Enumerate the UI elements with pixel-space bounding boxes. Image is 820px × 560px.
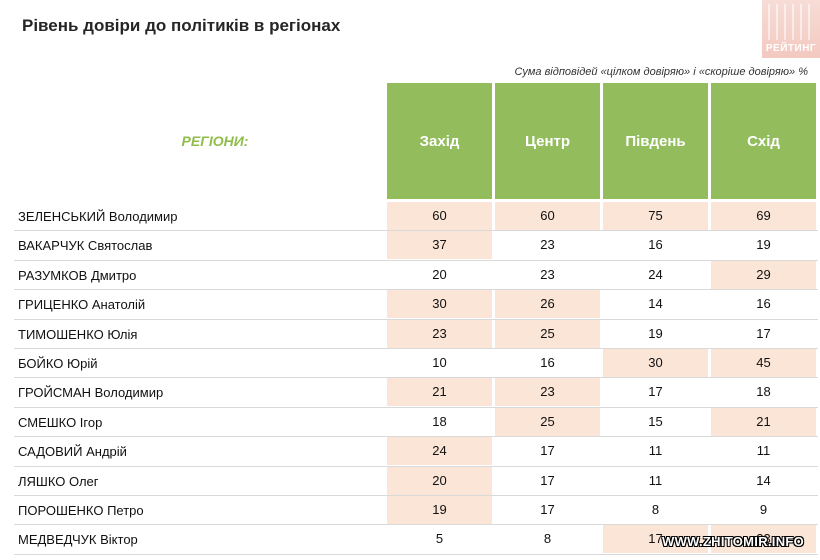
table-cell-east: 18 <box>756 384 771 399</box>
table-cell-east: 19 <box>756 237 771 252</box>
row-divider <box>14 377 818 378</box>
table-subtitle: Сума відповідей «цілком довіряю» і «скор… <box>514 66 808 78</box>
table-cell-center: 23 <box>540 237 555 252</box>
table-cell-east: 23 <box>711 525 816 553</box>
table-cell-west: 10 <box>432 355 447 370</box>
table-cell-east: 17 <box>756 326 771 341</box>
table-cell-east: 9 <box>759 502 768 517</box>
logo-text: РЕЙТИНГ <box>765 43 817 54</box>
regions-header-cell: РЕГІОНИ: <box>14 83 386 199</box>
table-cell-south: 24 <box>648 267 663 282</box>
table-cell-east: 11 <box>756 443 771 458</box>
table-cell-center: 25 <box>495 320 600 348</box>
table-cell-west: 5 <box>435 531 444 546</box>
politician-name: РАЗУМКОВ Дмитро <box>18 268 137 283</box>
politician-name: БОЙКО Юрій <box>18 356 98 371</box>
row-divider <box>14 348 818 349</box>
table-cell-south: 17 <box>603 525 708 553</box>
politician-name: ПОРОШЕНКО Петро <box>18 503 144 518</box>
table-cell-south: 14 <box>648 296 663 311</box>
table-cell-center: 60 <box>495 202 600 230</box>
row-divider <box>14 289 818 290</box>
politician-name: САДОВИЙ Андрій <box>18 444 127 459</box>
row-divider <box>14 260 818 261</box>
table-cell-west: 24 <box>387 437 492 465</box>
column-header-east: Схід <box>711 83 816 199</box>
politician-name: ГРИЦЕНКО Анатолій <box>18 297 146 312</box>
politician-name: ГРОЙСМАН Володимир <box>18 385 164 400</box>
table-cell-center: 23 <box>540 267 555 282</box>
regions-header-label: РЕГІОНИ: <box>181 133 249 149</box>
table-cell-center: 8 <box>543 531 552 546</box>
table-cell-south: 11 <box>648 443 663 458</box>
table-cell-east: 45 <box>711 349 816 377</box>
table-cell-west: 20 <box>432 267 447 282</box>
table-cell-west: 60 <box>387 202 492 230</box>
row-divider <box>14 554 818 555</box>
row-divider <box>14 230 818 231</box>
table-cell-south: 11 <box>648 473 663 488</box>
table-cell-west: 20 <box>387 467 492 495</box>
row-divider <box>14 319 818 320</box>
page-title: Рівень довіри до політиків в регіонах <box>22 16 341 35</box>
column-header-west: Захід <box>387 83 492 199</box>
table-cell-west: 23 <box>387 320 492 348</box>
table-cell-center: 17 <box>540 473 555 488</box>
table-cell-south: 75 <box>603 202 708 230</box>
row-divider <box>14 466 818 467</box>
table-cell-south: 30 <box>603 349 708 377</box>
politician-name: ЗЕЛЕНСЬКИЙ Володимир <box>18 209 178 224</box>
table-cell-west: 18 <box>432 414 447 429</box>
politician-name: ЛЯШКО Олег <box>18 474 99 489</box>
column-header-south: Південь <box>603 83 708 199</box>
table-cell-center: 16 <box>540 355 555 370</box>
table-cell-east: 29 <box>711 261 816 289</box>
table-cell-south: 19 <box>648 326 663 341</box>
politician-name: ТИМОШЕНКО Юлія <box>18 327 138 342</box>
column-header-center: Центр <box>495 83 600 199</box>
table-cell-east: 16 <box>756 296 771 311</box>
table-cell-center: 26 <box>495 290 600 318</box>
row-divider <box>14 495 818 496</box>
table-cell-south: 15 <box>648 414 663 429</box>
table-cell-west: 37 <box>387 231 492 259</box>
politician-name: ВАКАРЧУК Святослав <box>18 238 153 253</box>
table-cell-south: 8 <box>651 502 660 517</box>
table-cell-west: 19 <box>387 496 492 524</box>
row-divider <box>14 407 818 408</box>
row-divider <box>14 524 818 525</box>
logo-graphic <box>768 4 814 40</box>
table-cell-east: 14 <box>756 473 771 488</box>
table-cell-east: 69 <box>711 202 816 230</box>
politician-name: МЕДВЕДЧУК Віктор <box>18 532 138 547</box>
table-cell-east: 21 <box>711 408 816 436</box>
table-cell-south: 16 <box>648 237 663 252</box>
table-cell-west: 21 <box>387 378 492 406</box>
row-divider <box>14 436 818 437</box>
site-watermark: WWW.ZHITOMIR.INFO <box>662 534 805 549</box>
table-cell-center: 23 <box>495 378 600 406</box>
table-cell-west: 30 <box>387 290 492 318</box>
table-cell-center: 25 <box>495 408 600 436</box>
table-cell-south: 17 <box>648 384 663 399</box>
rating-logo: РЕЙТИНГ <box>762 0 820 58</box>
table-cell-center: 17 <box>540 443 555 458</box>
politician-name: СМЕШКО Ігор <box>18 415 103 430</box>
table-cell-center: 17 <box>540 502 555 517</box>
